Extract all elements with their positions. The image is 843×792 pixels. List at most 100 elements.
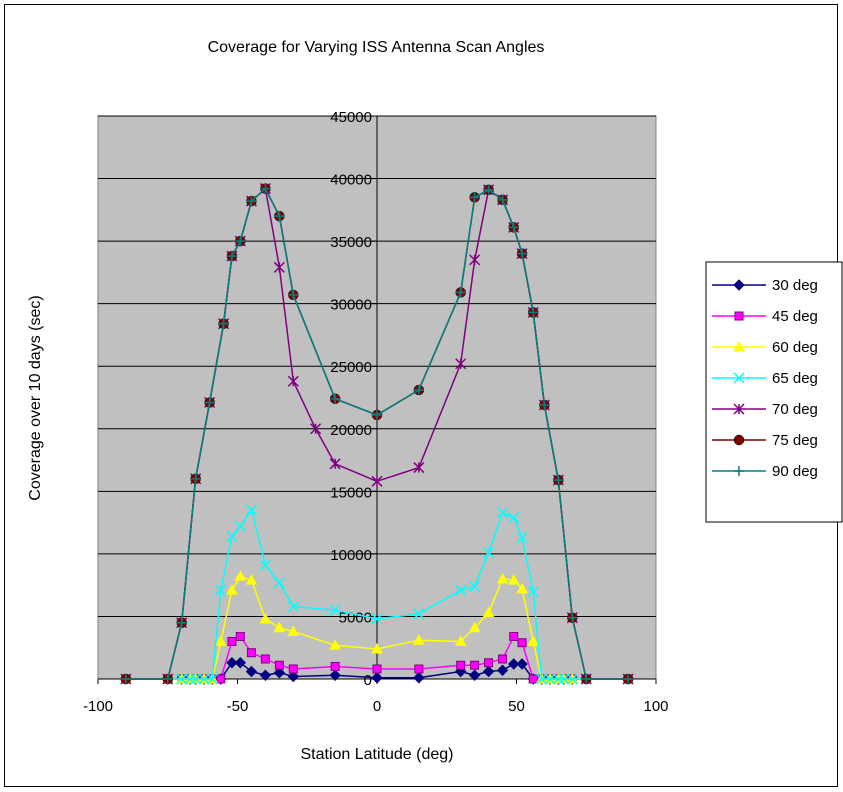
data-point [330, 661, 340, 671]
legend-label: 75 deg [772, 432, 818, 449]
data-point [455, 358, 467, 370]
axes: 0 5000 10000 15000 20000 25000 30000 35000 40000… [83, 109, 669, 715]
data-point [226, 657, 238, 669]
data-point [234, 570, 247, 581]
data-point [226, 530, 238, 542]
data-point [329, 458, 341, 470]
data-point [527, 585, 539, 597]
data-point [455, 584, 467, 596]
data-point [190, 673, 202, 685]
data-point [508, 512, 520, 524]
y-tick-label: 15000 [330, 484, 372, 501]
data-point [204, 397, 215, 408]
x-axis-title: Station Latitude (deg) [301, 746, 454, 763]
data-point [516, 582, 528, 594]
legend-entry: 70 deg [712, 401, 818, 418]
data-point [552, 673, 564, 685]
data-point [273, 621, 286, 633]
y-axis-title: Coverage over 10 days (sec) [27, 295, 44, 500]
x-tick-label: 0 [373, 698, 381, 715]
data-point [371, 672, 383, 684]
data-point [214, 635, 227, 646]
legend-marker [733, 434, 745, 446]
data-point [234, 520, 246, 532]
data-point [226, 584, 238, 595]
data-point [273, 261, 285, 273]
chart-title: Coverage for Varying ISS Antenna Scan An… [208, 39, 545, 56]
data-point [218, 318, 229, 329]
data-point [371, 613, 383, 625]
x-tick-label: -100 [83, 698, 113, 715]
data-point [288, 664, 298, 674]
data-point [508, 658, 520, 670]
data-point [497, 507, 509, 519]
data-point [235, 631, 245, 641]
legend-marker [733, 340, 745, 352]
data-point [226, 251, 237, 262]
data-point [215, 584, 227, 596]
legend-marker [734, 311, 744, 321]
data-point [329, 669, 341, 681]
data-point [273, 667, 286, 679]
data-point [216, 674, 226, 684]
data-point [246, 648, 256, 658]
legend-marker [733, 372, 745, 384]
data-point [469, 192, 480, 203]
legend: 30 deg 45 deg 60 deg 65 deg 70 deg 75 deg 90 d… [705, 261, 843, 523]
data-point [259, 612, 272, 624]
data-point [581, 674, 592, 684]
data-point [536, 673, 548, 685]
data-point [287, 670, 300, 683]
data-point [509, 631, 519, 641]
data-point [528, 307, 539, 318]
data-point [544, 673, 556, 685]
data-point [372, 410, 382, 421]
legend-marker [733, 403, 745, 415]
legend-entry: 45 deg [712, 308, 818, 325]
data-point [329, 639, 341, 650]
legend-box [705, 261, 843, 523]
y-tick-label: 30000 [330, 297, 372, 314]
data-point [245, 574, 258, 585]
x-tick-label: -50 [227, 698, 249, 715]
data-point [235, 236, 246, 247]
data-point [558, 673, 570, 685]
data-point [468, 621, 481, 633]
data-point [198, 673, 210, 685]
data-point [528, 674, 538, 684]
legend-label: 90 deg [772, 463, 818, 480]
data-point [567, 612, 578, 623]
y-tick-label: 0 [364, 672, 372, 689]
data-point [498, 654, 508, 664]
data-point [413, 608, 425, 620]
series-layer [120, 183, 634, 685]
data-point [330, 393, 341, 404]
series-65-deg [120, 504, 634, 685]
data-point [260, 183, 271, 194]
data-point [470, 660, 480, 670]
data-point [496, 664, 509, 676]
legend-label: 70 deg [772, 401, 818, 418]
legend-label: 60 deg [772, 339, 818, 356]
y-tick-label: 25000 [330, 359, 372, 376]
data-point [496, 572, 509, 584]
legend-marker [733, 279, 745, 291]
y-tick-label: 45000 [330, 109, 372, 126]
data-point [527, 635, 540, 646]
legend-entry: 30 deg [712, 277, 818, 294]
data-point [176, 617, 187, 628]
data-point [287, 600, 299, 612]
y-tick-label: 10000 [330, 547, 372, 564]
data-point [371, 642, 383, 654]
data-point [414, 664, 424, 674]
data-point [497, 194, 508, 205]
data-point [454, 635, 467, 646]
data-point [287, 375, 299, 387]
data-point [120, 674, 131, 684]
data-point [482, 606, 495, 618]
data-point [517, 638, 527, 648]
data-point [371, 475, 383, 487]
data-point [274, 660, 284, 670]
y-tick-label: 5000 [339, 609, 372, 626]
legend-entry: 60 deg [712, 339, 818, 356]
